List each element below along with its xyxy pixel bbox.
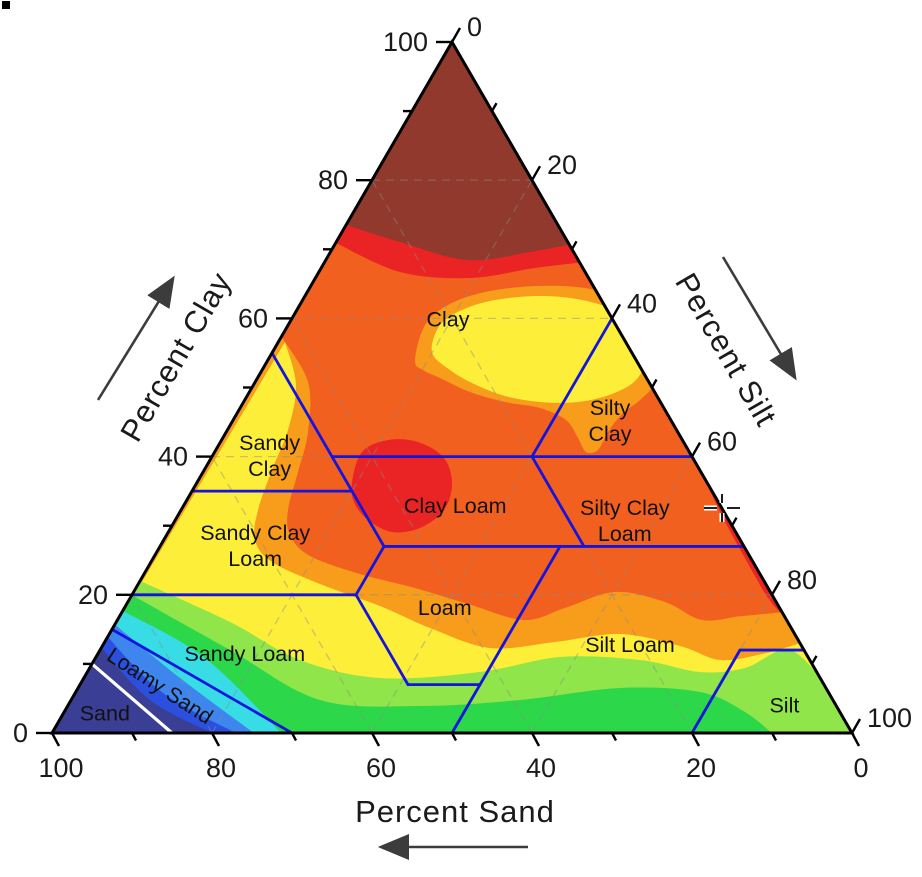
contour-band-4 (52, 594, 852, 733)
soil-boundary-line-4 (530, 455, 586, 548)
silt-tick-40 (610, 303, 622, 319)
tick-layer (36, 27, 862, 747)
sand-tick-20 (690, 732, 701, 747)
region-label-silty-clay-loam: Silty Clay Loam (580, 496, 670, 546)
silt-axis-title: Percent Silt (668, 267, 784, 432)
soil-boundary-line-11 (110, 627, 294, 733)
gridline-sand-40 (291, 318, 533, 733)
region-label-sandy-loam: Sandy Loam (184, 642, 305, 666)
silt-tick-label-80: 80 (787, 565, 817, 595)
sand-minor-tick-30 (610, 732, 618, 742)
region-label-silt-loam: Silt Loam (585, 633, 675, 657)
clay-tick-label-60: 60 (238, 303, 268, 333)
sand-tick-label-80: 80 (206, 753, 236, 783)
clay-tick-label-20: 20 (78, 580, 108, 610)
clay-tick-label-100: 100 (383, 27, 428, 57)
silt-tick-0 (450, 27, 462, 43)
silt-tick-80 (770, 580, 782, 596)
soil-boundary-layer (90, 317, 806, 733)
soil-boundary-line-10 (450, 545, 562, 733)
contour-band-12 (431, 296, 647, 403)
cursor-crosshair (704, 494, 740, 522)
gridline-silt-20 (211, 179, 533, 733)
silt-tick-label-0: 0 (467, 12, 482, 42)
region-label-sand: Sand (80, 701, 130, 725)
region-label-clay: Clay (426, 307, 469, 331)
sand-tick-60 (370, 732, 381, 747)
sand-tick-0 (850, 732, 861, 747)
sand-tick-label-60: 60 (366, 753, 396, 783)
silt-tick-label-60: 60 (707, 427, 737, 457)
silt-tick-label-100: 100 (867, 703, 912, 733)
gridline-silt-60 (531, 456, 693, 733)
sand-axis-title: Percent Sand (355, 794, 555, 829)
cursor-crosshair-lines (704, 494, 740, 522)
region-label-layer: Clay Silty Clay Sandy Clay Clay Loam Silty Cla… (80, 307, 800, 729)
clay-tick-label-80: 80 (318, 165, 348, 195)
sand-tick-80 (210, 732, 221, 747)
soil-boundary-line-12 (690, 648, 806, 733)
soil-boundary-line-5 (530, 317, 614, 458)
region-label-sandy-clay-loam: Sandy Clay Loam (200, 521, 310, 571)
sand-minor-tick-70 (290, 732, 298, 742)
gridline-silt-80 (691, 594, 773, 733)
contour-band-13 (351, 439, 452, 533)
silt-tick-20 (530, 165, 542, 181)
soil-boundary-line-2 (270, 351, 386, 548)
silt-minor-tick-30 (570, 240, 578, 250)
clay-tick-label-0: 0 (13, 718, 28, 748)
sand-tick-label-0: 0 (853, 753, 868, 783)
sand-minor-tick-50 (450, 732, 458, 742)
axis-arrow-layer (96, 256, 797, 860)
sand-tick-label-100: 100 (38, 753, 83, 783)
sand-loamy-sand-white-line (90, 662, 174, 733)
sand-tick-40 (530, 732, 541, 747)
soil-boundary-line-7 (354, 545, 386, 597)
contour-band-8 (52, 646, 852, 733)
silt-tick-label-20: 20 (547, 150, 577, 180)
tick-label-layer: 0 20 40 60 80 100 0 20 40 60 80 100 100 80 60 40 20 0 (13, 12, 912, 783)
silt-axis-arrow (721, 256, 797, 381)
region-label-clay-loam: Clay Loam (404, 494, 507, 518)
silt-minor-tick-90 (810, 655, 818, 665)
screenshot-corner-artifact (2, 1, 10, 9)
region-label-loam: Loam (418, 596, 472, 620)
silt-minor-tick-10 (490, 102, 498, 112)
silt-tick-label-40: 40 (627, 288, 657, 318)
silt-tick-100 (850, 718, 862, 734)
gridline-sand-20 (371, 179, 693, 733)
soil-boundary-line-8 (354, 593, 410, 687)
sand-tick-100 (50, 732, 61, 747)
sand-minor-tick-10 (770, 732, 778, 742)
region-label-sandy-clay: Sandy Clay (239, 431, 300, 481)
contour-band-5 (52, 610, 852, 733)
clay-tick-label-40: 40 (158, 442, 188, 472)
contour-band-10 (343, 42, 577, 261)
region-label-silt: Silt (769, 694, 799, 718)
clay-axis-arrow (96, 275, 175, 401)
clay-axis-title: Percent Clay (113, 266, 238, 448)
sand-minor-tick-90 (130, 732, 138, 742)
silt-minor-tick-70 (730, 517, 738, 527)
gridline-sand-80 (131, 594, 213, 733)
sand-tick-label-20: 20 (686, 753, 716, 783)
region-label-silty-clay: Silty Clay (588, 396, 631, 446)
silt-tick-60 (690, 442, 702, 458)
sand-tick-label-40: 40 (526, 753, 556, 783)
silt-minor-tick-50 (650, 378, 658, 389)
